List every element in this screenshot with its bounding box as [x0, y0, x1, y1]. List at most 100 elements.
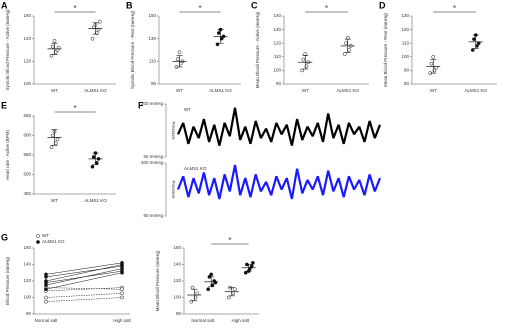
- data-point: [243, 270, 248, 275]
- data-point: [90, 36, 95, 41]
- legend-label: WT: [42, 233, 49, 238]
- data-point: [44, 299, 48, 304]
- data-point: [249, 264, 254, 268]
- y-axis-label: Mean Blood Pressure - Rest (mmHg): [383, 12, 388, 87]
- y-tick-label: 120: [23, 278, 31, 283]
- y-axis-label: Mean Blood Pressure (mmHg): [155, 250, 160, 311]
- pair-line: [45, 272, 123, 290]
- x-tick-label: WT: [176, 88, 183, 93]
- y-tick-label: 500: [23, 172, 31, 177]
- y-tick-label: 110: [402, 40, 410, 45]
- data-point: [91, 155, 96, 159]
- x-tick-label: ALMS1 KO: [464, 88, 487, 93]
- legend-label: ALMS1 KO: [42, 239, 65, 244]
- data-point: [50, 133, 55, 138]
- y-tick-label: 80: [404, 81, 410, 86]
- significance-label: *: [198, 4, 201, 13]
- y-tick-label: 140: [173, 262, 181, 267]
- data-point: [216, 31, 221, 35]
- pair-line: [45, 293, 123, 298]
- data-point: [94, 31, 99, 35]
- y-tick-label: 450: [23, 191, 31, 196]
- data-point: [49, 145, 54, 150]
- y-tick-label: 110: [274, 54, 282, 59]
- y-axis-label: Blood Pressure (mmHg): [5, 256, 10, 305]
- data-point: [209, 272, 214, 277]
- data-point: [44, 287, 48, 292]
- y-axis-label: Systolic Blood Pressure - Active (mmHg): [5, 9, 10, 91]
- y-tick-label: 100: [23, 295, 31, 300]
- y-tick-label: 650: [23, 113, 31, 118]
- panel-label: F: [138, 100, 144, 110]
- data-point: [44, 280, 48, 285]
- y-tick-label: 100: [273, 68, 281, 73]
- x-tick-label: Normal salt: [191, 318, 215, 323]
- y-axis-label: Systolic Blood Pressure - Rest (mmHg): [130, 10, 135, 89]
- data-point: [304, 64, 309, 69]
- y-tick-label: 550: [23, 152, 31, 157]
- data-point: [175, 57, 180, 61]
- data-point: [52, 39, 57, 43]
- data-point: [195, 291, 200, 296]
- x-tick-label: ALMS1 KO: [209, 88, 232, 93]
- x-tick-label: ALMS1 KO: [84, 88, 107, 93]
- data-point: [301, 57, 306, 62]
- data-point: [94, 160, 99, 165]
- data-point: [206, 287, 211, 292]
- pair-line: [45, 265, 123, 278]
- y-tick-label: 80: [26, 311, 32, 316]
- panel-label: B: [126, 0, 133, 10]
- y-tick-label: 100: [23, 81, 31, 86]
- data-point: [49, 53, 54, 58]
- panel-label: C: [251, 0, 258, 10]
- trace-name: WT: [184, 107, 191, 112]
- y-tick-label: 140: [273, 13, 281, 18]
- data-point: [193, 295, 198, 300]
- y-tick-label: 120: [273, 40, 281, 45]
- y-tick-label: 90: [151, 81, 157, 86]
- data-point: [44, 295, 48, 300]
- significance-label: *: [228, 236, 231, 245]
- significance-label: *: [73, 4, 76, 13]
- data-point: [120, 261, 124, 265]
- data-point: [429, 61, 434, 66]
- pair-line: [45, 297, 123, 302]
- scale-label: 200 mmHg: [141, 160, 164, 165]
- pair-line: [45, 287, 123, 292]
- pressure-trace: [176, 107, 382, 146]
- y-tick-label: 160: [23, 13, 31, 18]
- y-tick-label: 80: [176, 311, 182, 316]
- x-tick-label: WT: [51, 88, 58, 93]
- y-tick-label: 160: [173, 245, 181, 250]
- y-tick-label: 90: [276, 81, 282, 86]
- data-point: [215, 42, 220, 47]
- data-point: [226, 295, 231, 300]
- y-tick-label: 120: [23, 59, 31, 64]
- y-tick-label: 90: [404, 68, 410, 73]
- x-tick-label: ALMS1 KO: [336, 88, 359, 93]
- data-point: [190, 285, 195, 290]
- panel-label: G: [1, 232, 8, 242]
- data-point: [120, 291, 124, 296]
- significance-label: *: [325, 4, 328, 13]
- x-tick-label: ALMS1 KO: [84, 198, 107, 203]
- trace-name: ALMS1 KO: [184, 166, 207, 171]
- pair-line: [45, 270, 123, 283]
- x-tick-label: WT: [302, 88, 309, 93]
- data-point: [120, 295, 124, 300]
- x-tick-label: WT: [51, 198, 58, 203]
- data-point: [232, 287, 237, 292]
- y-tick-label: 110: [149, 59, 157, 64]
- x-tick-label: Normal salt: [35, 318, 59, 323]
- data-point: [53, 141, 58, 146]
- y-tick-label: 140: [23, 36, 31, 41]
- y-tick-label: 100: [401, 54, 409, 59]
- y-axis-label: Heart rate - Active (BPM): [5, 129, 10, 180]
- data-point: [344, 41, 348, 46]
- y-tick-label: 130: [401, 13, 409, 18]
- panel-label: D: [379, 0, 386, 10]
- scale-label: 200 mmHg: [141, 101, 164, 106]
- y-tick-label: 160: [23, 245, 31, 250]
